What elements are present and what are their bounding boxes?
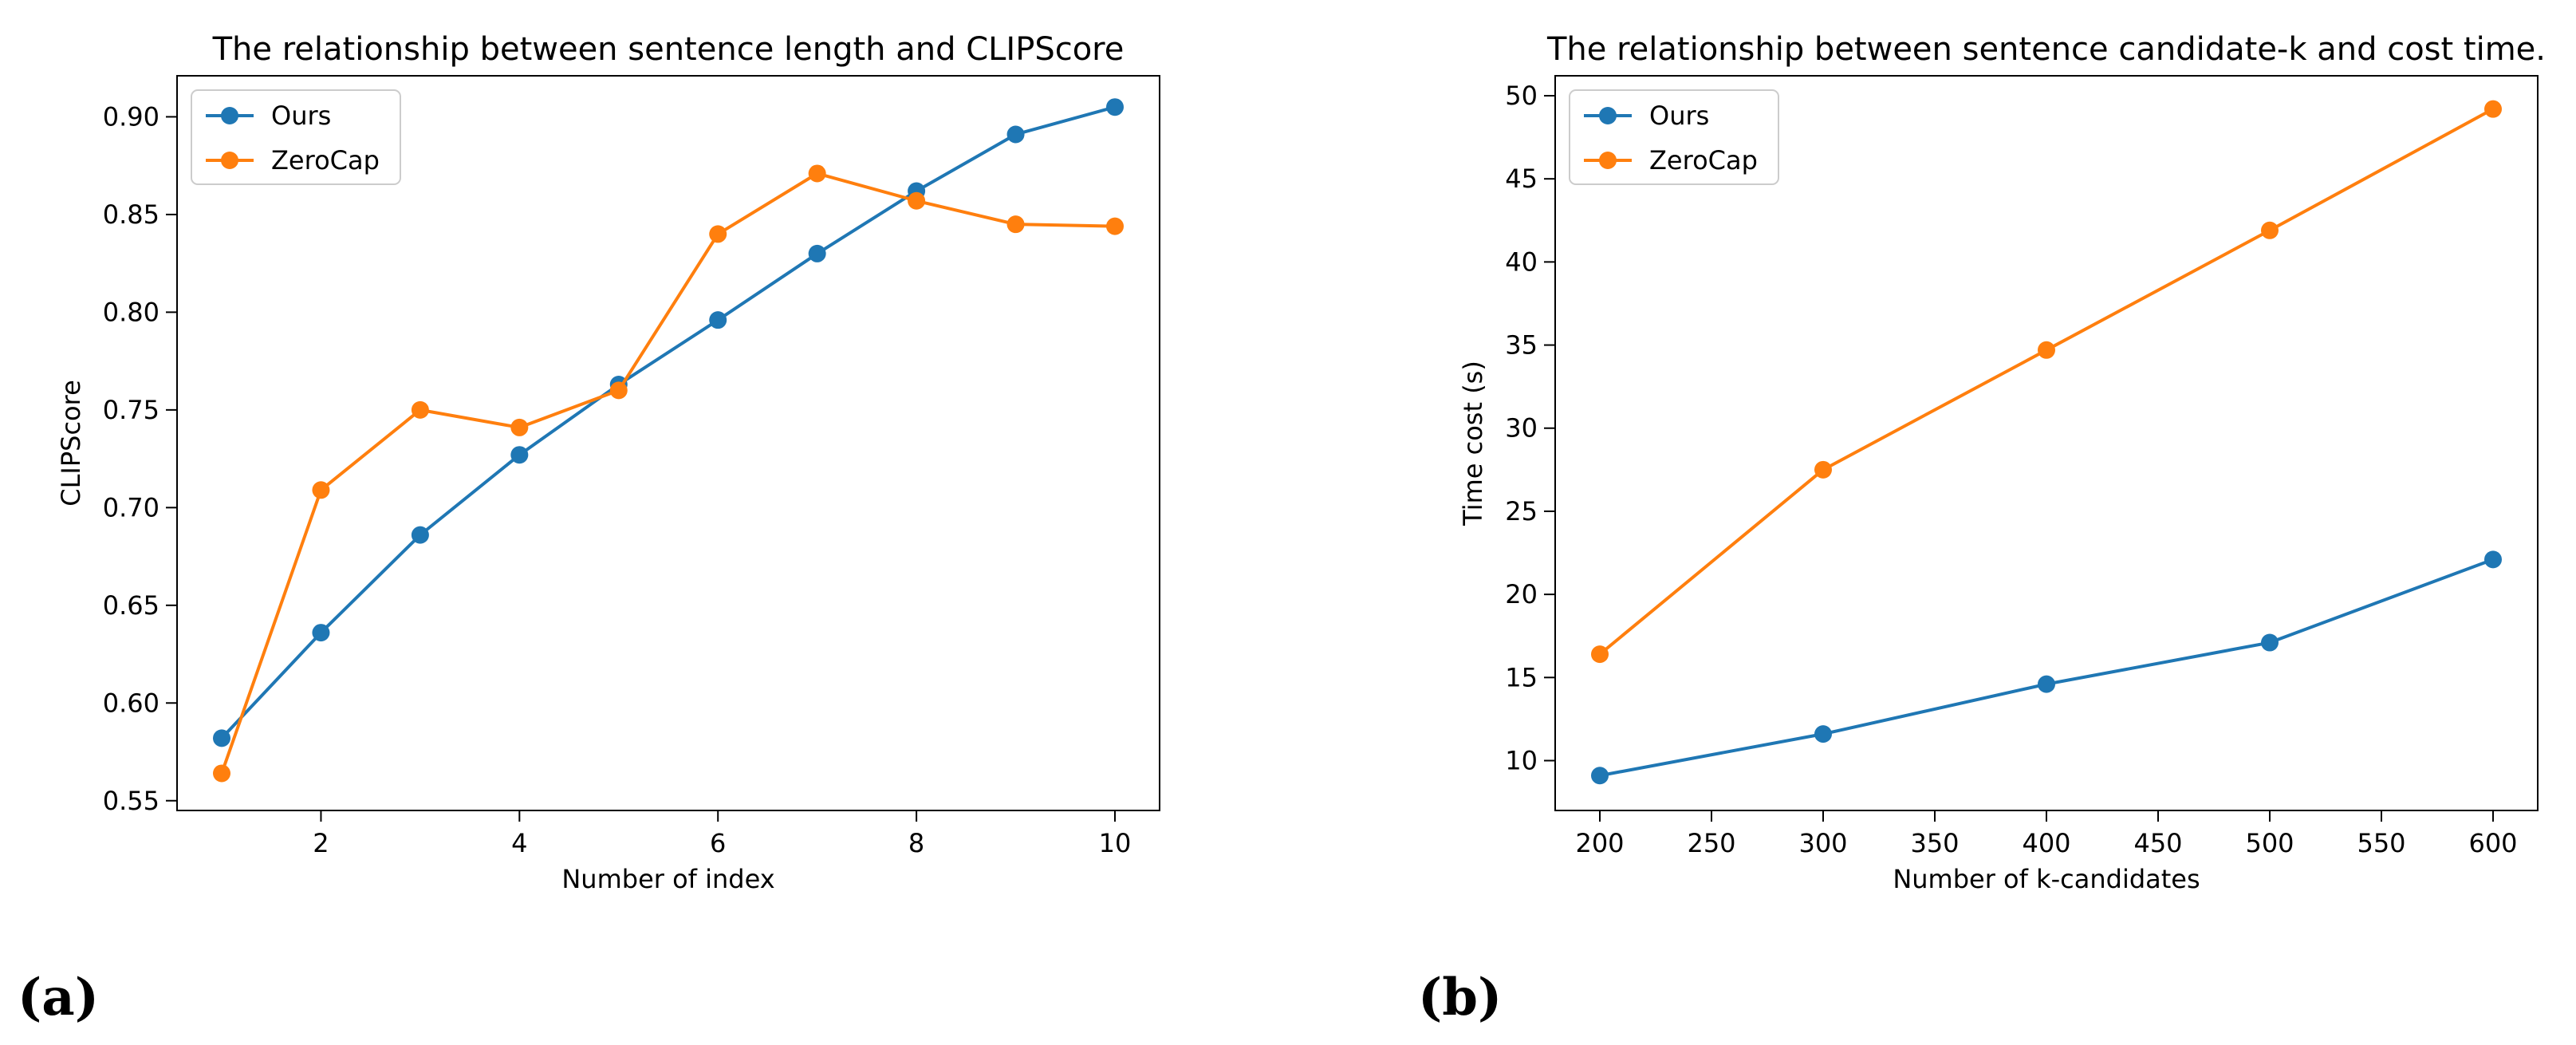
y-tick-label: 0.55 bbox=[103, 786, 160, 816]
data-point-zerocap bbox=[609, 381, 628, 400]
y-tick-label: 50 bbox=[1505, 81, 1538, 111]
data-point-zerocap bbox=[709, 225, 727, 243]
panel-label-b: (b) bbox=[1418, 968, 1502, 1027]
data-point-ours bbox=[2261, 633, 2279, 652]
x-axis-label: Number of index bbox=[561, 864, 774, 894]
data-point-ours bbox=[1006, 125, 1025, 144]
x-tick-label: 600 bbox=[2468, 828, 2517, 858]
legend: Ours ZeroCap bbox=[191, 89, 401, 185]
data-point-zerocap bbox=[2261, 221, 2279, 239]
y-tick-label: 0.80 bbox=[103, 297, 160, 327]
data-point-zerocap bbox=[2484, 100, 2502, 118]
x-tick-label: 500 bbox=[2245, 828, 2294, 858]
data-point-ours bbox=[808, 244, 826, 262]
data-point-zerocap bbox=[411, 400, 429, 419]
data-point-zerocap bbox=[1006, 215, 1025, 234]
y-tick-label: 0.75 bbox=[103, 395, 160, 425]
legend-marker-ours bbox=[1599, 107, 1617, 124]
y-axis-label: Time cost (s) bbox=[1458, 361, 1488, 526]
axes-frame bbox=[1554, 75, 2539, 811]
y-tick-label: 0.70 bbox=[103, 492, 160, 522]
legend-marker-zerocap bbox=[1599, 152, 1617, 169]
x-tick-label: 10 bbox=[1099, 828, 1132, 858]
legend-label-ours: Ours bbox=[1649, 101, 1709, 131]
legend-label-zerocap: ZeroCap bbox=[1649, 145, 1758, 175]
x-axis-label: Number of k-candidates bbox=[1893, 864, 2200, 894]
chart-title: The relationship between sentence candid… bbox=[1546, 31, 2546, 68]
y-tick-label: 10 bbox=[1505, 745, 1538, 775]
legend-label-zerocap: ZeroCap bbox=[271, 145, 380, 175]
series-line-ours bbox=[220, 105, 1116, 739]
y-tick-label: 45 bbox=[1505, 164, 1538, 194]
data-point-ours bbox=[2484, 550, 2502, 569]
data-point-ours bbox=[213, 729, 230, 747]
legend-label-ours: Ours bbox=[271, 101, 331, 131]
data-point-zerocap bbox=[908, 191, 926, 210]
y-tick-label: 35 bbox=[1505, 330, 1538, 361]
series-line-ours bbox=[1599, 558, 2494, 778]
data-point-zerocap bbox=[1106, 217, 1124, 235]
y-tick-label: 0.85 bbox=[103, 199, 160, 230]
data-point-ours bbox=[1106, 98, 1124, 116]
y-tick-label: 0.65 bbox=[103, 590, 160, 621]
x-tick-label: 200 bbox=[1575, 828, 1624, 858]
x-tick-label: 4 bbox=[511, 828, 527, 858]
chart-a-clipscore-vs-length: The relationship between sentence length… bbox=[56, 31, 1160, 894]
legend-marker-zerocap bbox=[221, 152, 238, 169]
data-point-ours bbox=[2038, 675, 2055, 693]
data-point-ours bbox=[411, 526, 429, 544]
data-point-ours bbox=[1591, 767, 1609, 785]
y-tick-label: 0.90 bbox=[103, 101, 160, 132]
legend: Ours ZeroCap bbox=[1569, 89, 1779, 185]
data-point-zerocap bbox=[2038, 341, 2055, 359]
data-point-zerocap bbox=[312, 481, 330, 499]
series-line-zerocap bbox=[220, 172, 1116, 775]
data-point-ours bbox=[510, 446, 529, 464]
x-tick-label: 300 bbox=[1798, 828, 1847, 858]
x-tick-label: 6 bbox=[710, 828, 726, 858]
series-line-zerocap bbox=[1598, 107, 2494, 656]
chart-b-timecost-vs-k: The relationship between sentence candid… bbox=[1458, 31, 2546, 894]
x-tick-label: 250 bbox=[1687, 828, 1735, 858]
x-tick-label: 350 bbox=[1910, 828, 1959, 858]
x-tick-label: 2 bbox=[313, 828, 329, 858]
y-axis-label: CLIPScore bbox=[56, 380, 86, 507]
y-tick-label: 40 bbox=[1505, 246, 1538, 277]
x-tick-label: 550 bbox=[2357, 828, 2405, 858]
x-tick-label: 400 bbox=[2022, 828, 2070, 858]
data-point-ours bbox=[312, 624, 330, 642]
panel-label-a: (a) bbox=[18, 968, 99, 1027]
data-point-zerocap bbox=[213, 764, 230, 783]
y-tick-label: 30 bbox=[1505, 413, 1538, 444]
axes-frame bbox=[176, 75, 1160, 811]
data-point-zerocap bbox=[808, 164, 826, 183]
data-point-zerocap bbox=[1814, 460, 1832, 479]
legend-marker-ours bbox=[221, 107, 238, 124]
y-tick-label: 15 bbox=[1505, 662, 1538, 692]
y-tick-label: 0.60 bbox=[103, 688, 160, 718]
x-tick-label: 8 bbox=[908, 828, 924, 858]
data-point-ours bbox=[1814, 725, 1832, 743]
data-point-zerocap bbox=[1591, 645, 1609, 664]
data-point-ours bbox=[709, 311, 727, 329]
y-tick-label: 25 bbox=[1505, 496, 1538, 526]
chart-title: The relationship between sentence length… bbox=[212, 31, 1125, 68]
x-tick-label: 450 bbox=[2133, 828, 2182, 858]
y-tick-label: 20 bbox=[1505, 579, 1538, 609]
data-point-zerocap bbox=[510, 418, 529, 436]
